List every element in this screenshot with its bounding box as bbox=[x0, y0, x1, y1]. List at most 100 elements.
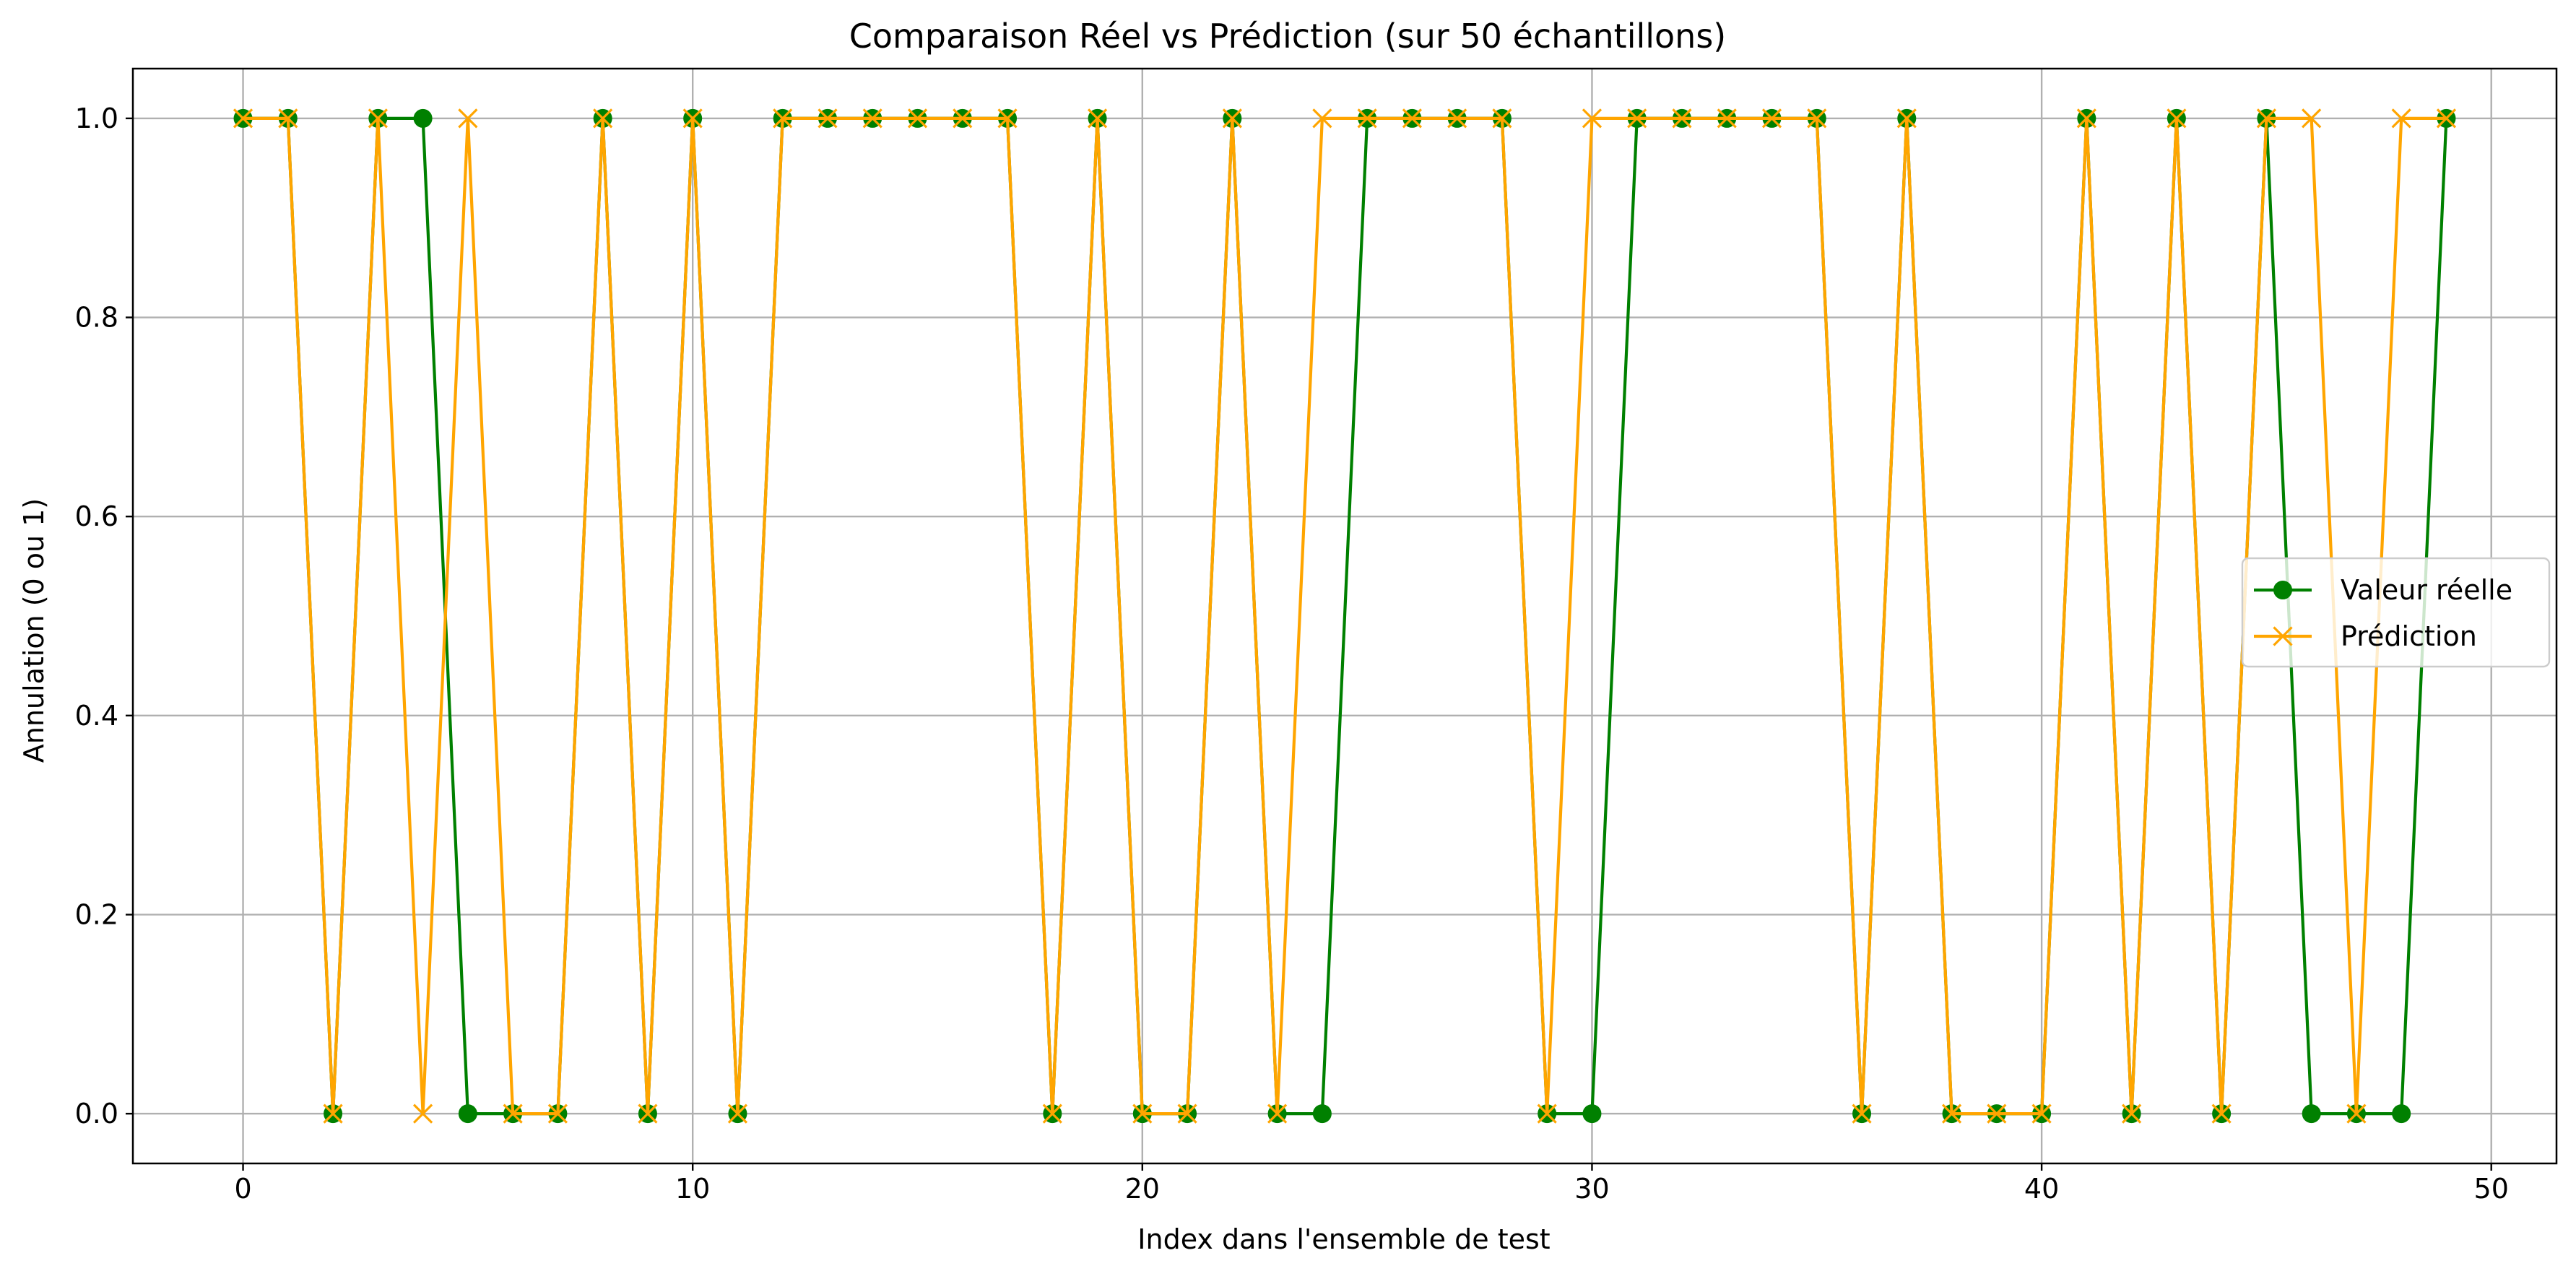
point-x bbox=[997, 108, 1018, 129]
point-x bbox=[1177, 1104, 1197, 1124]
point-x bbox=[2391, 108, 2411, 129]
point-x bbox=[1852, 1104, 1872, 1124]
legend-item: Prédiction bbox=[2254, 620, 2477, 652]
point-x bbox=[638, 1104, 658, 1124]
y-tick-label: 0.2 bbox=[75, 898, 118, 930]
point-x bbox=[727, 1104, 748, 1124]
point-x-stroke bbox=[2211, 1104, 2232, 1124]
point-x-stroke bbox=[953, 108, 973, 129]
point-x-stroke bbox=[1761, 108, 1782, 129]
x-tick-label: 50 bbox=[2474, 1173, 2509, 1205]
point-x bbox=[1357, 108, 1377, 129]
point-x-stroke bbox=[727, 1104, 748, 1124]
point-x-stroke bbox=[682, 108, 703, 129]
point-x bbox=[1447, 108, 1467, 129]
point-x-stroke bbox=[1627, 108, 1647, 129]
point-x bbox=[1267, 1104, 1288, 1124]
series-layer bbox=[233, 108, 2457, 1124]
point-x bbox=[1987, 1104, 2007, 1124]
point-x bbox=[2211, 1104, 2232, 1124]
point-x bbox=[682, 108, 703, 129]
point-x bbox=[2436, 108, 2457, 129]
point-x bbox=[1761, 108, 1782, 129]
point-x-stroke bbox=[1582, 108, 1603, 129]
point-x-stroke bbox=[323, 1104, 343, 1124]
point-x bbox=[1672, 108, 1692, 129]
point-x-stroke bbox=[412, 1104, 433, 1124]
series-prediction bbox=[233, 108, 2457, 1124]
point-x-stroke bbox=[862, 108, 882, 129]
point-x bbox=[547, 1104, 568, 1124]
point-x-stroke bbox=[2121, 1104, 2142, 1124]
point-x-stroke bbox=[2256, 108, 2277, 129]
point-x-stroke bbox=[1042, 1104, 1062, 1124]
point-x bbox=[2031, 1104, 2052, 1124]
point-x bbox=[1537, 1104, 1557, 1124]
point-x bbox=[233, 108, 253, 129]
plot-frame bbox=[131, 67, 2558, 1165]
point-circle bbox=[2392, 1104, 2411, 1124]
point-x-stroke bbox=[907, 108, 928, 129]
legend-label: Prédiction bbox=[2341, 620, 2477, 652]
point-x-stroke bbox=[1852, 1104, 1872, 1124]
point-x bbox=[458, 108, 478, 129]
point-x bbox=[1222, 108, 1242, 129]
y-tick-label: 0.8 bbox=[75, 302, 118, 334]
point-x-stroke bbox=[1357, 108, 1377, 129]
point-x-stroke bbox=[1717, 108, 1737, 129]
point-x bbox=[368, 108, 388, 129]
point-x bbox=[1312, 108, 1332, 129]
y-tick-label: 0.0 bbox=[75, 1098, 118, 1130]
point-x-stroke bbox=[1537, 1104, 1557, 1124]
y-tick-label: 1.0 bbox=[75, 103, 118, 134]
point-x-stroke bbox=[818, 108, 838, 129]
point-x bbox=[1941, 1104, 1962, 1124]
x-tick-label: 40 bbox=[2024, 1173, 2059, 1205]
point-circle bbox=[1312, 1104, 1332, 1124]
point-x bbox=[503, 1104, 523, 1124]
point-x bbox=[773, 108, 793, 129]
point-x-stroke bbox=[1222, 108, 1242, 129]
point-x-stroke bbox=[1896, 108, 1917, 129]
legend: Valeur réelle Prédiction bbox=[2241, 557, 2551, 668]
point-x bbox=[1807, 108, 1827, 129]
point-x-stroke bbox=[593, 108, 613, 129]
point-x-stroke bbox=[1492, 108, 1512, 129]
point-x bbox=[2346, 1104, 2367, 1124]
legend-item: Valeur réelle bbox=[2254, 574, 2512, 606]
point-x-stroke bbox=[1672, 108, 1692, 129]
ticks: 0 10 20 30 40 50 0.0 0.2 0.4 0.6 0.8 1.0 bbox=[75, 103, 2509, 1205]
point-x-stroke bbox=[1941, 1104, 1962, 1124]
point-x-stroke bbox=[2346, 1104, 2367, 1124]
point-circle bbox=[2273, 581, 2292, 599]
point-x-stroke bbox=[773, 108, 793, 129]
point-x-stroke bbox=[1132, 1104, 1153, 1124]
point-x-stroke bbox=[1447, 108, 1467, 129]
legend-box bbox=[2241, 557, 2551, 668]
x-tick-label: 10 bbox=[675, 1173, 710, 1205]
point-x-stroke bbox=[2391, 108, 2411, 129]
point-x bbox=[862, 108, 882, 129]
point-circle bbox=[2302, 1104, 2321, 1124]
y-tick-label: 0.4 bbox=[75, 700, 118, 732]
point-x bbox=[2076, 108, 2096, 129]
point-x-stroke bbox=[1177, 1104, 1197, 1124]
point-x-stroke bbox=[233, 108, 253, 129]
point-x bbox=[323, 1104, 343, 1124]
point-x bbox=[1896, 108, 1917, 129]
point-x-stroke bbox=[1807, 108, 1827, 129]
point-x-stroke bbox=[2031, 1104, 2052, 1124]
point-x bbox=[1582, 108, 1603, 129]
chart-title: Comparaison Réel vs Prédiction (sur 50 é… bbox=[849, 17, 1727, 56]
legend-label: Valeur réelle bbox=[2341, 574, 2512, 606]
y-tick-label: 0.6 bbox=[75, 500, 118, 532]
point-x-stroke bbox=[1987, 1104, 2007, 1124]
point-x bbox=[2273, 626, 2293, 646]
point-x bbox=[593, 108, 613, 129]
x-axis-label: Index dans l'ensemble de test bbox=[1137, 1223, 1550, 1255]
point-x bbox=[953, 108, 973, 129]
x-tick-label: 20 bbox=[1125, 1173, 1160, 1205]
point-x bbox=[1402, 108, 1423, 129]
point-x-stroke bbox=[638, 1104, 658, 1124]
